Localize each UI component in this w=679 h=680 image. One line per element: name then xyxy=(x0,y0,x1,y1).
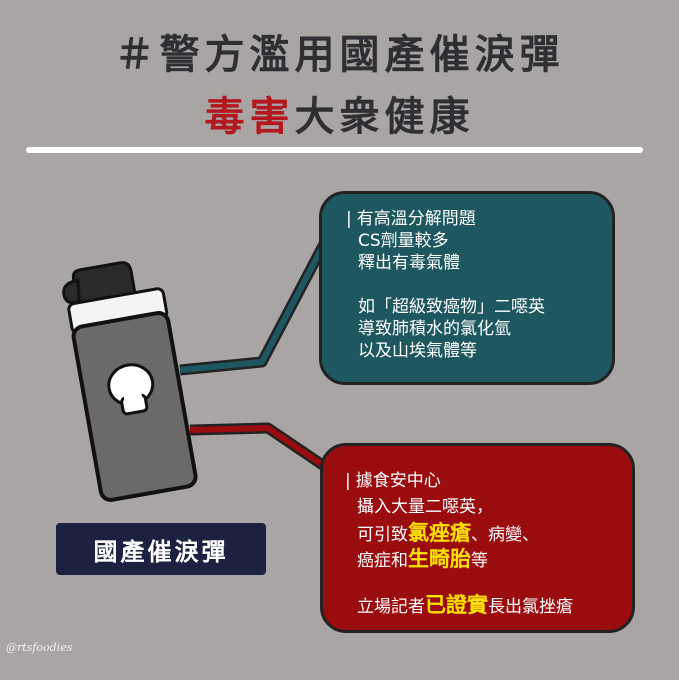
title-highlight: 毒害 xyxy=(204,94,295,140)
red-info-bubble: | 據食安中心 攝入大量二噁英， 可引致氯痤瘡、病變、 癌症和生畸胎等 立場記者已… xyxy=(320,443,635,633)
watermark: @rtsfoodies xyxy=(6,641,73,654)
highlight-confirmed: 已證實 xyxy=(425,593,488,617)
teal-line-5: 導致肺積水的氯化氫 xyxy=(358,319,511,339)
title-rest: 大衆健康 xyxy=(294,94,475,140)
canister xyxy=(62,261,198,502)
canister-label: 國產催淚彈 xyxy=(56,523,266,575)
skull-icon xyxy=(107,363,155,416)
page-title-line2: 毒害大衆健康 xyxy=(0,84,679,142)
red-line-5: 立場記者已證實長出氯挫瘡 xyxy=(357,593,573,617)
red-line-1: | 據食安中心 xyxy=(345,471,441,491)
teal-line-4: 如「超級致癌物」二噁英 xyxy=(358,297,545,317)
red-connector-fill xyxy=(189,425,332,473)
red-line-2: 攝入大量二噁英， xyxy=(357,497,493,517)
title-divider xyxy=(26,147,643,153)
highlight-chloracne: 氯痤瘡 xyxy=(408,521,471,545)
page-title-line1: ＃警方濫用國產催淚彈 xyxy=(114,32,565,78)
highlight-birth-defects: 生畸胎 xyxy=(408,547,471,571)
teal-line-2: CS劑量較多 xyxy=(358,231,449,251)
red-connector xyxy=(189,422,334,475)
teal-connector xyxy=(179,239,330,376)
red-line-4: 癌症和生畸胎等 xyxy=(357,547,488,571)
teal-connector-fill xyxy=(179,240,328,373)
teal-info-bubble: | 有高溫分解問題 CS劑量較多 釋出有毒氣體 如「超級致癌物」二噁英 導致肺積水… xyxy=(319,191,615,385)
teal-line-6: 以及山埃氣體等 xyxy=(358,341,477,361)
teal-line-3: 釋出有毒氣體 xyxy=(358,253,460,273)
red-line-3: 可引致氯痤瘡、病變、 xyxy=(357,521,539,545)
teal-line-1: | 有高溫分解問題 xyxy=(346,209,476,229)
